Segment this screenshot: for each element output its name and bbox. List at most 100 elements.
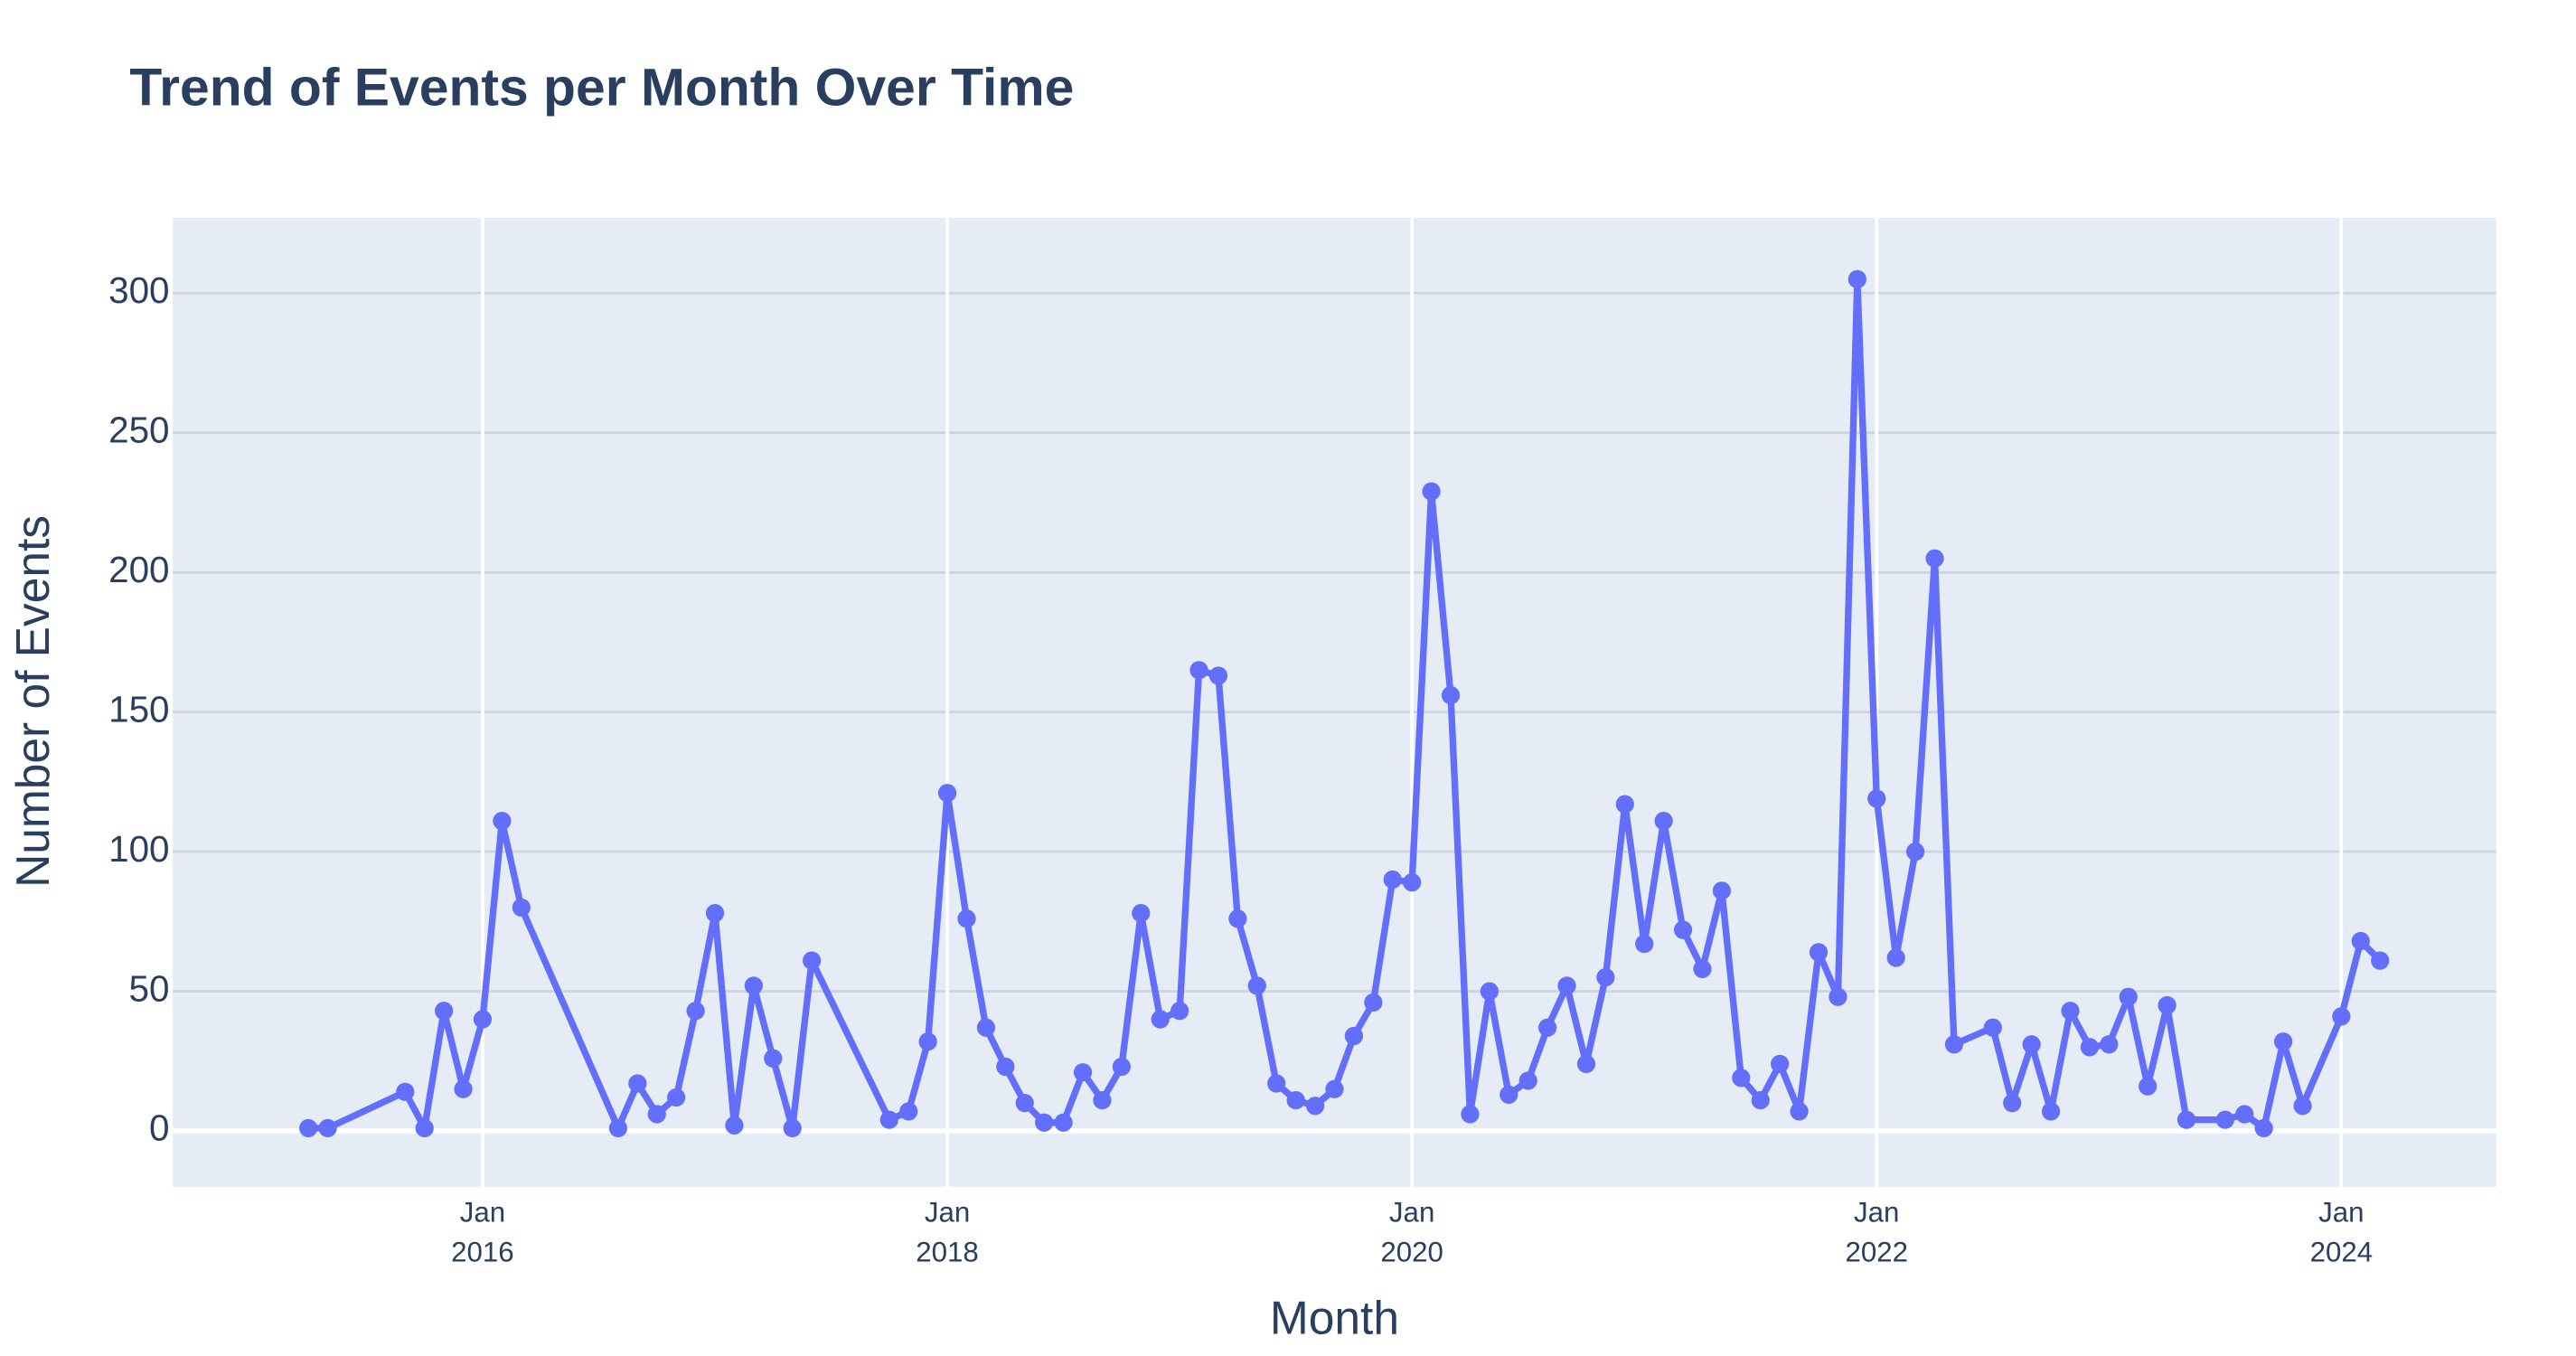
data-point bbox=[1925, 549, 1944, 568]
data-point bbox=[2176, 1110, 2196, 1129]
data-point bbox=[1693, 959, 1712, 978]
data-point bbox=[1267, 1074, 1286, 1093]
data-point bbox=[454, 1079, 473, 1098]
data-point bbox=[744, 976, 763, 995]
data-point bbox=[1906, 843, 1925, 862]
data-point bbox=[918, 1032, 937, 1051]
data-point bbox=[1557, 976, 1576, 995]
data-point bbox=[2041, 1102, 2061, 1121]
data-point bbox=[1673, 920, 1693, 939]
data-point bbox=[1364, 993, 1383, 1012]
data-point bbox=[803, 951, 822, 970]
data-point bbox=[1383, 870, 1402, 890]
data-point bbox=[1286, 1090, 1305, 1110]
y-tick-label: 250 bbox=[108, 409, 169, 450]
data-point bbox=[764, 1049, 783, 1068]
data-point bbox=[2273, 1032, 2293, 1051]
data-point bbox=[1422, 482, 1441, 501]
data-point bbox=[2293, 1097, 2312, 1116]
y-tick-label: 50 bbox=[129, 967, 170, 1009]
data-point bbox=[1344, 1026, 1364, 1046]
x-tick-label: Jan 2018 bbox=[916, 1196, 979, 1268]
data-point bbox=[1112, 1057, 1131, 1077]
data-point bbox=[1847, 269, 1866, 288]
x-tick-label: Jan 2020 bbox=[1380, 1196, 1443, 1268]
chart-title: Trend of Events per Month Over Time bbox=[129, 59, 1074, 118]
data-point bbox=[2003, 1094, 2022, 1113]
data-point bbox=[996, 1057, 1015, 1077]
data-point bbox=[1170, 1002, 1189, 1021]
data-point bbox=[899, 1102, 918, 1121]
data-point bbox=[473, 1010, 493, 1029]
data-point bbox=[1480, 982, 1499, 1001]
x-axis-title: Month bbox=[1270, 1291, 1399, 1343]
data-point bbox=[1944, 1035, 1964, 1054]
data-point bbox=[976, 1018, 996, 1037]
data-point bbox=[1596, 968, 1615, 987]
data-point bbox=[628, 1074, 647, 1093]
data-point bbox=[1015, 1094, 1034, 1113]
data-point bbox=[2158, 995, 2176, 1015]
y-tick-label: 0 bbox=[149, 1107, 170, 1149]
data-point bbox=[1615, 795, 1634, 814]
data-point bbox=[1151, 1010, 1170, 1029]
data-point bbox=[2235, 1105, 2254, 1124]
data-point bbox=[2371, 951, 2390, 970]
data-point bbox=[705, 903, 725, 923]
data-point bbox=[2215, 1110, 2234, 1129]
data-point bbox=[1073, 1063, 1093, 1082]
y-tick-label: 100 bbox=[108, 828, 169, 870]
y-axis-title: Number of Events bbox=[6, 515, 59, 888]
data-point bbox=[1829, 987, 1847, 1006]
data-point bbox=[1132, 903, 1151, 923]
x-tick-label: Jan 2024 bbox=[2309, 1196, 2374, 1268]
data-point bbox=[1576, 1054, 1596, 1074]
data-point bbox=[1189, 661, 1208, 680]
data-point bbox=[1538, 1018, 1557, 1037]
y-tick-label: 150 bbox=[108, 688, 169, 730]
data-point bbox=[1790, 1102, 1809, 1121]
data-point bbox=[2139, 1077, 2158, 1096]
data-point bbox=[1983, 1018, 2002, 1037]
data-point bbox=[1247, 976, 1266, 995]
data-point bbox=[318, 1118, 337, 1138]
data-point bbox=[1441, 686, 1461, 705]
data-point bbox=[957, 909, 976, 928]
y-tick-label: 200 bbox=[108, 549, 169, 590]
data-point bbox=[2080, 1038, 2100, 1057]
data-point bbox=[686, 1002, 705, 1021]
y-tick-label: 300 bbox=[108, 269, 169, 311]
data-point bbox=[1035, 1113, 1054, 1132]
data-point bbox=[1093, 1090, 1112, 1110]
data-point bbox=[1712, 881, 1732, 900]
x-tick-label: Jan 2016 bbox=[451, 1196, 514, 1268]
data-point bbox=[667, 1088, 686, 1107]
data-point bbox=[1208, 666, 1228, 685]
data-point bbox=[937, 784, 957, 803]
data-point bbox=[1228, 909, 1247, 928]
data-point bbox=[1325, 1079, 1344, 1098]
x-tick-label: Jan 2022 bbox=[1845, 1196, 1909, 1268]
data-point bbox=[2332, 1007, 2351, 1026]
data-point bbox=[299, 1118, 318, 1138]
data-point bbox=[879, 1110, 898, 1129]
data-point bbox=[783, 1118, 802, 1138]
data-point bbox=[493, 812, 512, 831]
data-point bbox=[2022, 1035, 2041, 1054]
data-point bbox=[608, 1118, 628, 1138]
data-point bbox=[1305, 1097, 1325, 1116]
data-point bbox=[1054, 1113, 1073, 1132]
data-point bbox=[2351, 931, 2370, 951]
data-point bbox=[1867, 789, 1886, 808]
data-point bbox=[1654, 812, 1673, 831]
data-point bbox=[2100, 1035, 2119, 1054]
data-point bbox=[2254, 1118, 2273, 1138]
data-point bbox=[435, 1002, 454, 1021]
data-point bbox=[415, 1118, 434, 1138]
data-point bbox=[1518, 1071, 1537, 1090]
data-point bbox=[647, 1105, 666, 1124]
data-point bbox=[512, 898, 531, 918]
